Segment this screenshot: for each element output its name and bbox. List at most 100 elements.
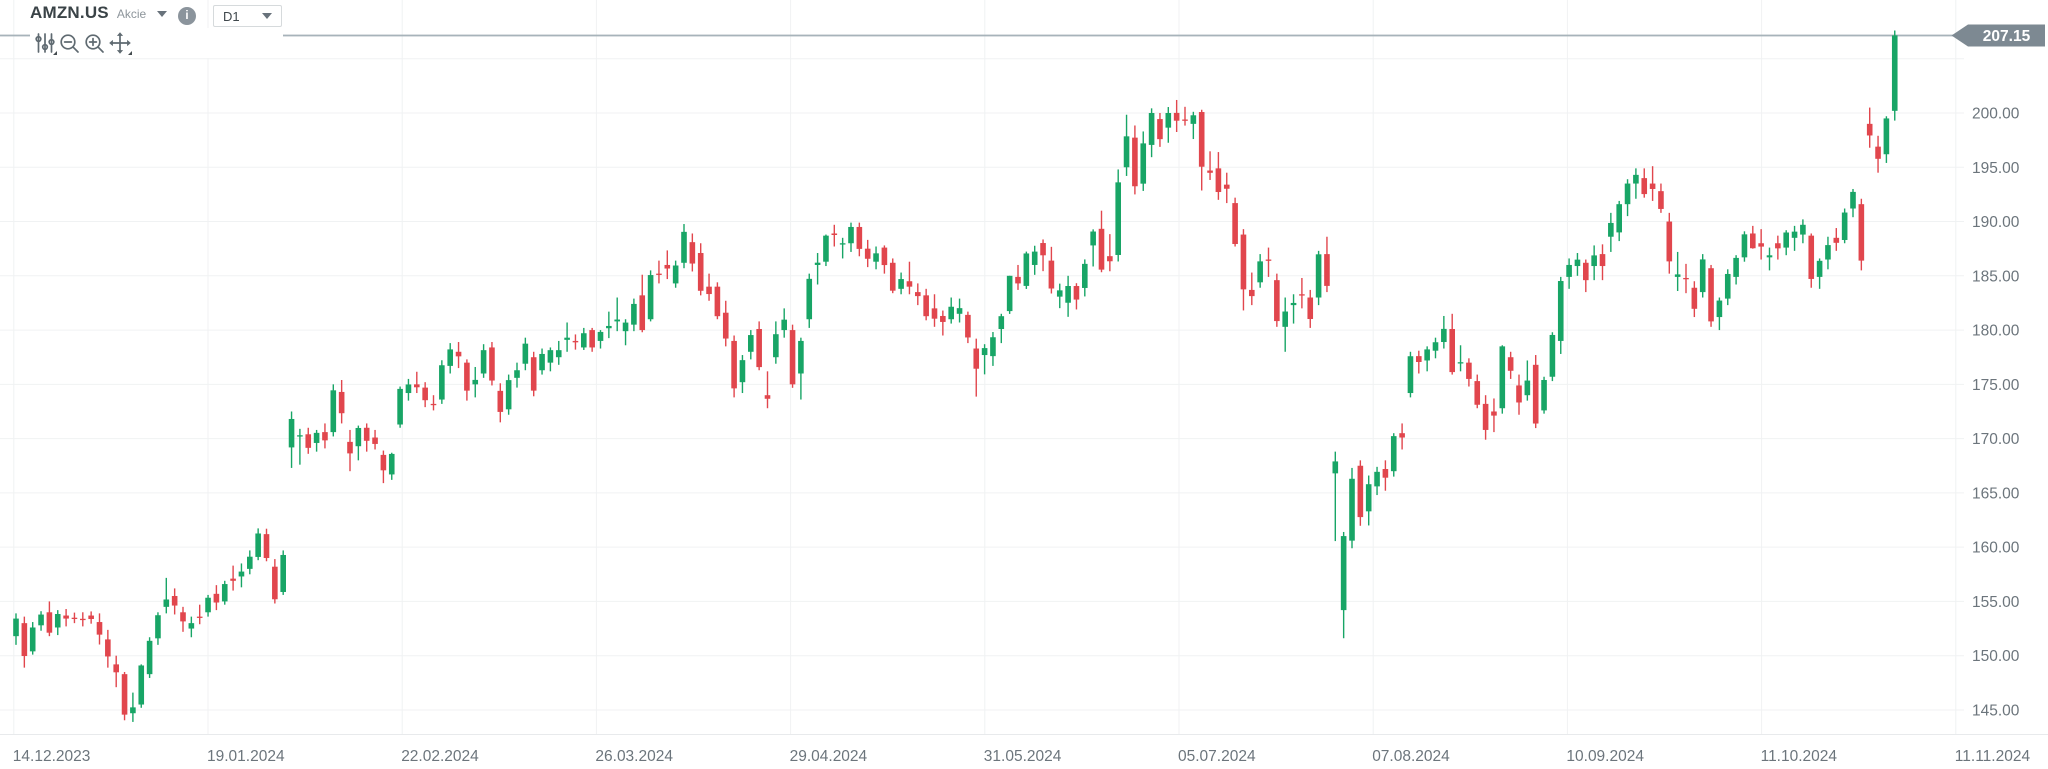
candle-body xyxy=(430,403,437,406)
candle-body xyxy=(414,384,420,388)
candle-body xyxy=(372,437,378,444)
candle-body xyxy=(1633,174,1639,184)
candle-body xyxy=(1750,233,1756,249)
indicators-button[interactable] xyxy=(32,30,57,56)
info-button[interactable]: i xyxy=(178,7,196,25)
candle-body xyxy=(1274,280,1280,322)
candle-body xyxy=(1891,35,1898,111)
candle-body xyxy=(1683,277,1689,280)
candle-wick xyxy=(1109,234,1111,272)
candle-body xyxy=(1532,364,1539,424)
candle-wick xyxy=(608,311,610,339)
candle-body xyxy=(305,434,312,448)
candle-body xyxy=(647,275,654,320)
date-tick-label: 07.08.2024 xyxy=(1372,748,1450,765)
pan-button[interactable] xyxy=(107,30,132,56)
candle-wick xyxy=(1209,151,1211,180)
candle-body xyxy=(1107,256,1113,262)
candle-body xyxy=(71,617,78,620)
candle-body xyxy=(163,599,170,607)
date-tick-label: 14.12.2023 xyxy=(13,748,91,765)
price-tick-label: 180.00 xyxy=(1972,323,2020,340)
candle-body xyxy=(1866,123,1873,136)
date-tick-label: 19.01.2024 xyxy=(207,748,285,765)
candle-body xyxy=(1090,231,1096,246)
candle-body xyxy=(539,353,545,371)
symbol-selector[interactable]: AMZN.US Akcie xyxy=(30,3,168,23)
candle-wick xyxy=(165,577,167,614)
candle-body xyxy=(547,350,554,363)
candle-body xyxy=(54,614,61,628)
candle-body xyxy=(806,278,813,320)
candle-body xyxy=(105,639,111,657)
candle-body xyxy=(606,325,612,329)
candle-body xyxy=(1608,222,1614,237)
candle-body xyxy=(1065,286,1071,303)
candle-body xyxy=(313,432,320,443)
candle-body xyxy=(731,340,737,389)
candle-body xyxy=(622,322,629,332)
candle-body xyxy=(1215,168,1222,193)
candle-body xyxy=(422,387,428,401)
candle-body xyxy=(1583,262,1589,281)
date-tick-label: 29.04.2024 xyxy=(790,748,868,765)
candle-wick xyxy=(1301,277,1303,309)
candle-body xyxy=(1741,234,1748,258)
candle-body xyxy=(280,554,286,592)
candle-body xyxy=(1432,342,1439,351)
candle-body xyxy=(1073,286,1080,300)
candle-wick xyxy=(132,692,134,722)
candle-body xyxy=(1816,260,1823,277)
candle-body xyxy=(873,253,879,262)
candle-body xyxy=(589,330,595,348)
candle-body xyxy=(1783,232,1789,248)
price-tick-label: 150.00 xyxy=(1972,648,2020,665)
candle-body xyxy=(1365,484,1372,512)
candle-wick xyxy=(1676,251,1679,292)
info-icon: i xyxy=(185,10,189,22)
candle-wick xyxy=(232,565,234,591)
candle-body xyxy=(1148,113,1155,145)
chart-toolbar xyxy=(30,28,283,58)
candle-body xyxy=(697,253,704,291)
current-price-value: 207.15 xyxy=(1983,28,2031,45)
candle-body xyxy=(388,453,395,475)
candle-body xyxy=(397,388,403,425)
candle-body xyxy=(656,273,662,275)
candle-body xyxy=(1599,254,1606,267)
candle-body xyxy=(1883,118,1890,155)
candle-body xyxy=(1098,228,1105,270)
zoom-in-button[interactable] xyxy=(82,30,107,56)
candle-body xyxy=(631,303,637,325)
candle-body xyxy=(288,418,295,448)
candle-body xyxy=(205,597,211,613)
price-tick-label: 170.00 xyxy=(1972,431,2020,448)
candle-body xyxy=(1173,112,1180,121)
candle-body xyxy=(1232,203,1238,245)
candle-body xyxy=(923,295,929,317)
candle-body xyxy=(1549,334,1556,377)
date-tick-label: 10.09.2024 xyxy=(1566,748,1644,765)
candle-wick xyxy=(416,371,418,394)
price-tick-label: 155.00 xyxy=(1972,594,2020,611)
timeframe-select[interactable]: D1 xyxy=(213,5,282,27)
candle-body xyxy=(940,315,946,322)
candle-wick xyxy=(1459,345,1462,372)
candle-body xyxy=(489,347,495,381)
candle-body xyxy=(1791,231,1798,238)
candle-body xyxy=(272,566,278,600)
candle-body xyxy=(464,362,470,391)
zoom-out-button[interactable] xyxy=(57,30,82,56)
candle-body xyxy=(1624,183,1631,205)
price-axis[interactable]: 200.00 195.00 190.00 185.00 180.00 175.00 170.… xyxy=(1972,106,2020,720)
candle-wick xyxy=(566,322,568,352)
chevron-down-icon xyxy=(262,13,272,19)
candle-body xyxy=(514,370,520,378)
candle-body xyxy=(948,306,954,320)
price-tick-label: 175.00 xyxy=(1972,377,2020,394)
candle-wick xyxy=(199,604,201,625)
time-axis[interactable]: 14.12.2023 19.01.2024 22.02.2024 26.03.2024… xyxy=(13,748,2031,765)
candle-body xyxy=(1424,349,1430,361)
candle-body xyxy=(1340,536,1347,611)
